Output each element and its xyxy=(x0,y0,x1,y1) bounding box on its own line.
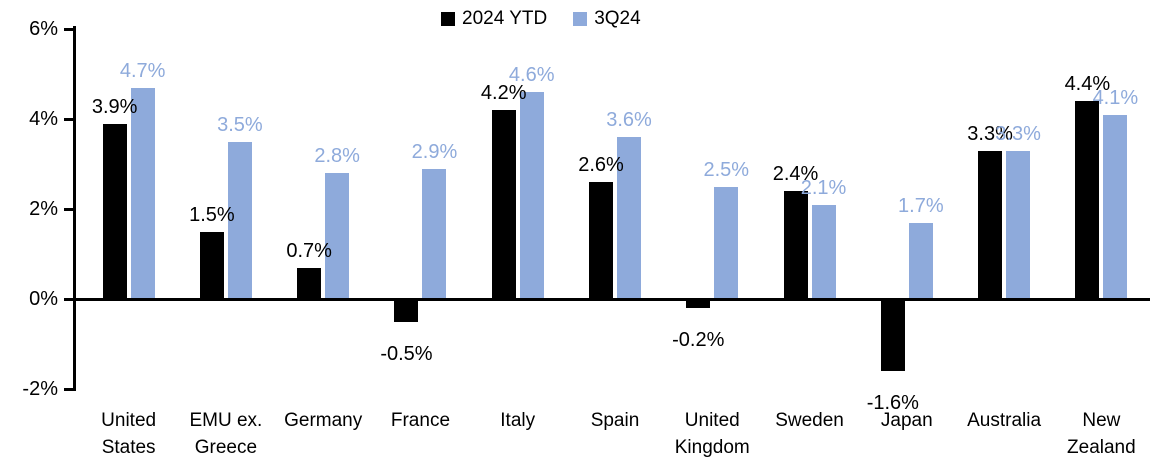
bar-2024-ytd-australia xyxy=(978,150,1003,299)
y-tick-label-6: 6% xyxy=(29,18,58,40)
value-label-3q24-sweden: 2.1% xyxy=(800,176,847,199)
legend-label-2024-ytd: 2024 YTD xyxy=(462,8,548,29)
legend-label-3q24: 3Q24 xyxy=(594,8,641,29)
y-tick-2 xyxy=(64,387,74,391)
category-label-italy: Italy xyxy=(500,410,536,431)
bar-3q24-italy xyxy=(519,92,544,299)
value-label-3q24-spain: 3.6% xyxy=(606,109,652,131)
bar-2024-ytd-united-kingdom xyxy=(686,299,711,308)
value-label-3q24-united-states: 4.7% xyxy=(119,59,166,82)
bar-3q24-united-kingdom xyxy=(714,186,739,299)
legend-swatch-3q24 xyxy=(573,12,588,26)
category-label-japan: Japan xyxy=(880,410,933,431)
value-label-2024-ytd-emu-ex-greece: 1.5% xyxy=(189,203,235,226)
y-tick-2 xyxy=(64,207,74,211)
legend-item-2024-ytd: 2024 YTD xyxy=(441,8,547,30)
bar-3q24-united-states xyxy=(130,87,155,299)
value-label-2024-ytd-united-kingdom: -0.2% xyxy=(672,329,725,351)
y-tick-4 xyxy=(64,117,74,121)
bar-3q24-japan xyxy=(908,222,933,299)
bar-3q24-emu-ex-greece xyxy=(227,141,252,299)
chart-legend: 2024 YTD 3Q24 xyxy=(441,8,641,30)
value-label-3q24-japan: 1.7% xyxy=(898,194,944,217)
bar-2024-ytd-spain xyxy=(589,182,613,299)
bar-3q24-france xyxy=(422,168,447,299)
category-label-united-kingdom: United Kingdom xyxy=(674,410,750,458)
bar-2024-ytd-france xyxy=(394,299,419,322)
bar-3q24-australia xyxy=(1006,150,1031,299)
value-label-3q24-new-zealand: 4.1% xyxy=(1092,86,1139,109)
value-label-2024-ytd-australia: 3.3% xyxy=(967,122,1013,145)
bar-2024-ytd-sweden xyxy=(783,191,808,299)
category-label-germany: Germany xyxy=(284,410,363,431)
bar-2024-ytd-emu-ex-greece xyxy=(199,231,224,299)
category-label-new-zealand: New Zealand xyxy=(1067,410,1136,458)
bar-2024-ytd-italy xyxy=(491,110,516,299)
bar-2024-ytd-germany xyxy=(297,267,322,299)
value-label-2024-ytd-new-zealand: 4.4% xyxy=(1064,73,1111,95)
bar-2024-ytd-japan xyxy=(880,299,905,371)
category-label-emu-ex-greece: EMU ex. Greece xyxy=(189,410,263,458)
zero-baseline xyxy=(73,298,1150,301)
value-label-2024-ytd-germany: 0.7% xyxy=(286,239,332,262)
category-label-united-states: United States xyxy=(101,410,157,458)
value-label-3q24-australia: 3.3% xyxy=(995,122,1041,145)
y-tick-label-4: 4% xyxy=(29,108,58,130)
legend-item-3q24: 3Q24 xyxy=(573,8,641,30)
bar-3q24-new-zealand xyxy=(1103,114,1128,299)
y-tick-0 xyxy=(64,297,74,301)
value-label-2024-ytd-united-states: 3.9% xyxy=(91,95,138,118)
category-label-france: France xyxy=(390,410,451,431)
value-label-2024-ytd-france: -0.5% xyxy=(380,342,433,365)
bar-2024-ytd-new-zealand xyxy=(1075,101,1100,299)
value-label-3q24-italy: 4.6% xyxy=(508,64,555,86)
y-tick-label-2: 2% xyxy=(29,198,58,220)
y-tick-label-2: -2% xyxy=(22,378,58,400)
bar-3q24-sweden xyxy=(811,204,836,299)
category-label-sweden: Sweden xyxy=(775,410,844,431)
value-label-2024-ytd-italy: 4.2% xyxy=(480,82,527,104)
category-label-spain: Spain xyxy=(590,410,640,431)
bar-3q24-germany xyxy=(325,173,350,299)
y-tick-label-0: 0% xyxy=(29,288,58,310)
bar-2024-ytd-united-states xyxy=(102,123,127,299)
bar-3q24-spain xyxy=(617,137,641,299)
y-tick-6 xyxy=(64,27,74,31)
value-label-3q24-united-kingdom: 2.5% xyxy=(703,158,750,181)
category-label-australia: Australia xyxy=(967,410,1042,431)
value-label-3q24-france: 2.9% xyxy=(411,140,458,163)
value-label-3q24-germany: 2.8% xyxy=(314,145,360,167)
y-axis-line xyxy=(73,26,76,391)
value-label-2024-ytd-spain: 2.6% xyxy=(578,154,624,176)
value-label-2024-ytd-sweden: 2.4% xyxy=(772,163,819,185)
legend-swatch-2024-ytd xyxy=(441,12,455,26)
value-label-2024-ytd-japan: -1.6% xyxy=(866,392,919,414)
value-label-3q24-emu-ex-greece: 3.5% xyxy=(217,113,263,136)
